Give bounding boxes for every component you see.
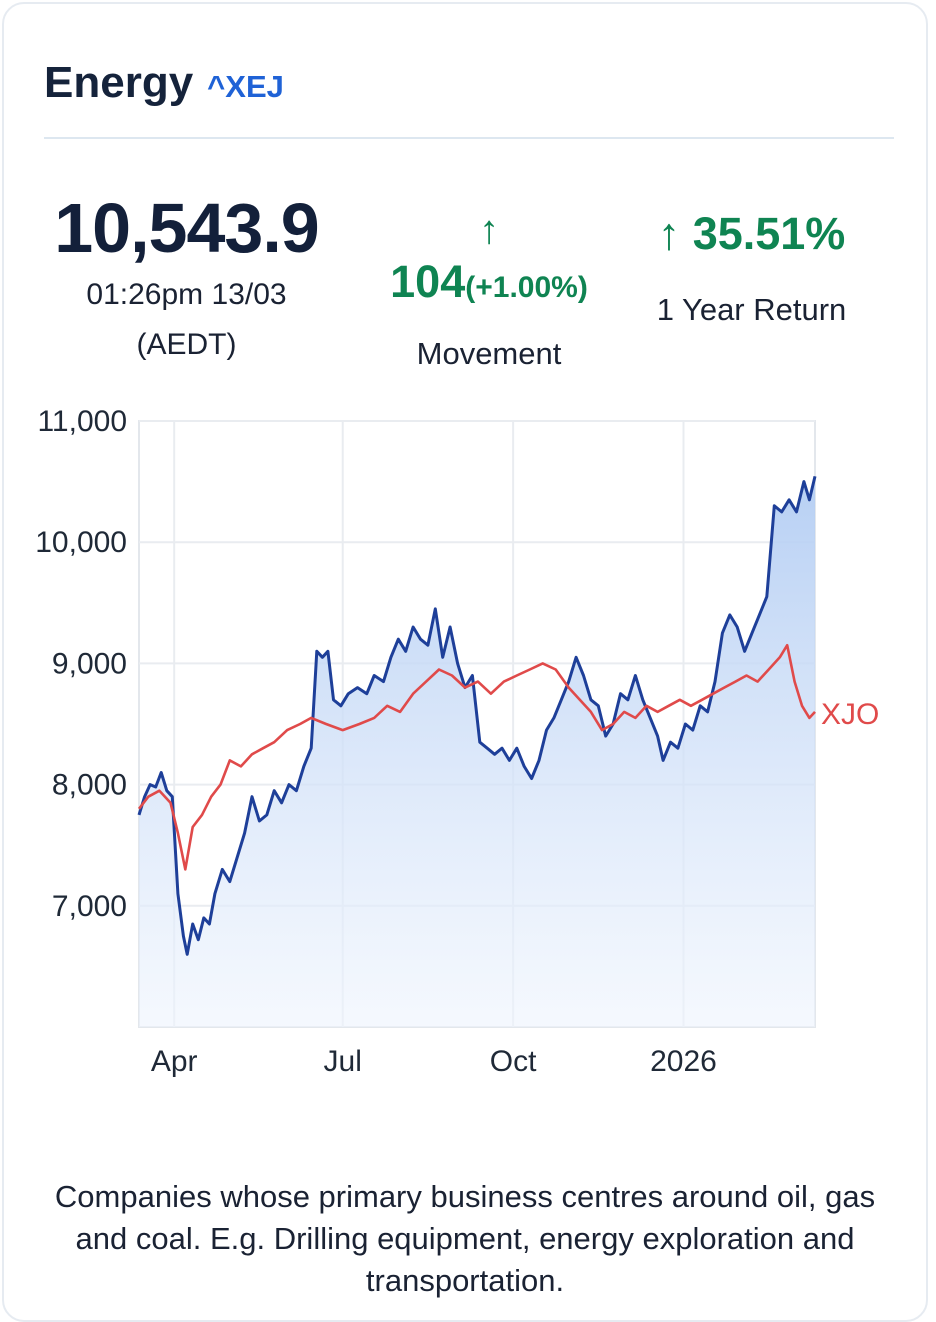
sector-title: Energy — [44, 58, 194, 107]
series-label: XJO — [821, 698, 879, 731]
header-divider — [44, 137, 894, 139]
sector-description: Companies whose primary business centres… — [54, 1179, 876, 1298]
one-year-return-value: ↑ 35.51% — [624, 204, 879, 264]
y-tick-label: 10,000 — [35, 526, 127, 559]
chart-axis-layer: 11,000 10,000 9,000 8,000 7,000 Apr Jul Oct 2026… — [35, 405, 879, 1078]
movement-points: 104 — [390, 256, 466, 307]
arrow-up-icon: ↑ — [657, 208, 681, 259]
one-year-return-number: 35.51% — [692, 208, 846, 259]
chart-line-layer — [137, 475, 817, 956]
sector-header: Energy ^XEJ — [44, 58, 284, 108]
one-year-return-block: ↑ 35.51% 1 Year Return — [624, 204, 879, 336]
y-tick-label: 8,000 — [52, 769, 127, 802]
x-tick-label: Oct — [490, 1045, 537, 1078]
movement-percent: (+1.00%) — [465, 271, 588, 304]
chart-area-layer — [139, 476, 815, 1027]
price-block: 10,543.9 01:26pm 13/03 (AEDT) — [34, 186, 339, 370]
x-tick-label: Apr — [151, 1045, 198, 1078]
x-tick-label: Jul — [324, 1045, 362, 1078]
price-time: 01:26pm 13/03 — [86, 278, 287, 311]
price-chart[interactable]: 11,000 10,000 9,000 8,000 7,000 Apr Jul Oct 2026… — [0, 395, 936, 1095]
arrow-up-icon: ↑ — [479, 208, 499, 252]
y-tick-label: 9,000 — [52, 647, 127, 680]
movement-label: Movement — [416, 336, 562, 371]
y-tick-label: 7,000 — [52, 890, 127, 923]
x-tick-label: 2026 — [650, 1045, 717, 1078]
price-timezone: (AEDT) — [136, 328, 237, 361]
index-area-fill — [139, 476, 815, 1027]
current-price: 10,543.9 — [54, 189, 319, 267]
one-year-return-label: 1 Year Return — [656, 292, 847, 327]
sector-ticker-link[interactable]: ^XEJ — [207, 69, 284, 104]
y-tick-label: 11,000 — [37, 405, 127, 438]
movement-block: ↑ 104(+1.00%) Movement — [366, 208, 612, 380]
benchmark-series-line — [137, 643, 816, 871]
movement-value: 104(+1.00%) — [366, 252, 612, 318]
